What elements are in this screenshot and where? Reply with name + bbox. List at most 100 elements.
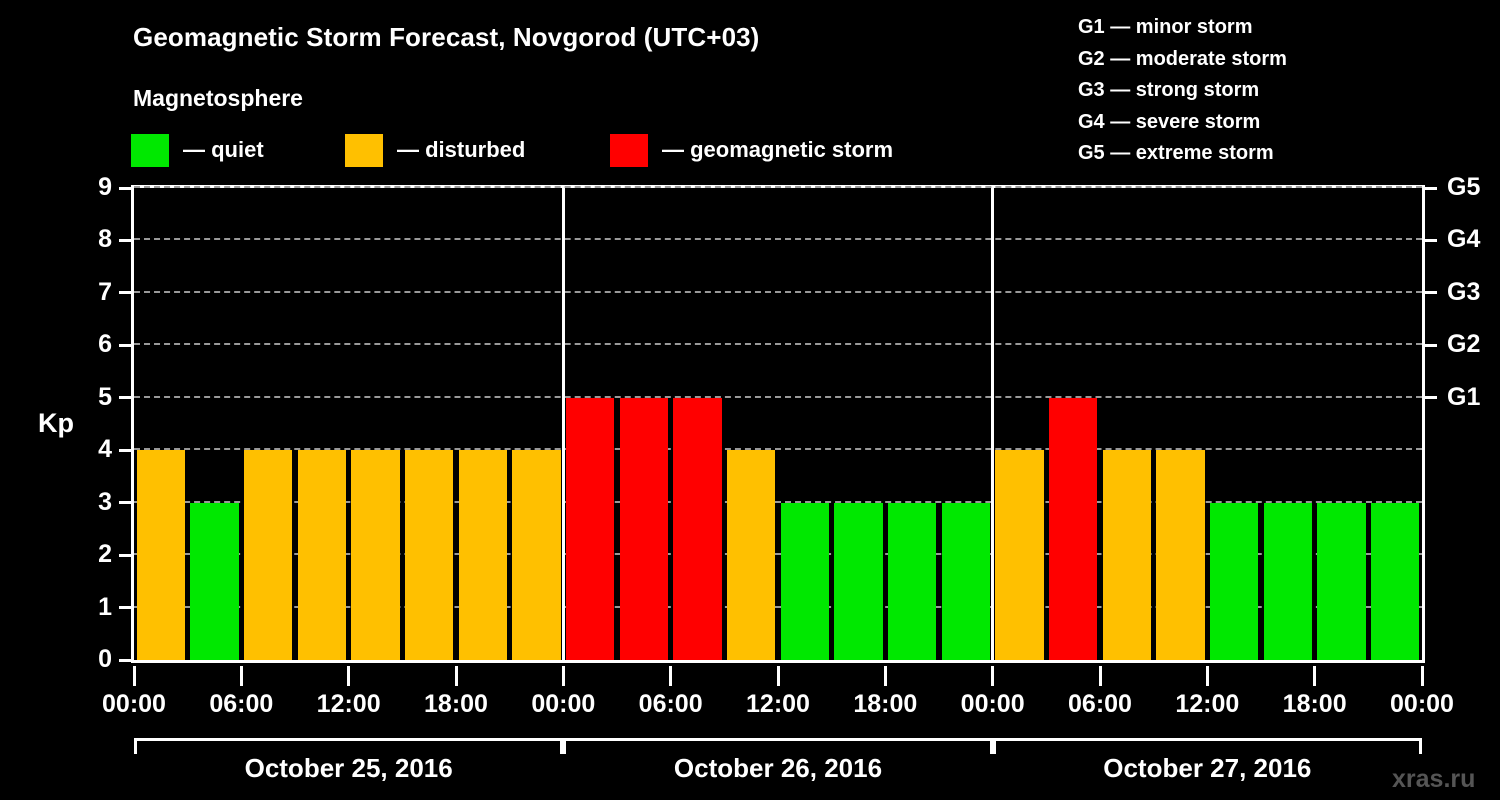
y-tick-mark [119,186,131,190]
plot-area [131,185,1425,663]
x-tick-mark [1313,666,1317,686]
x-tick-mark [239,666,243,686]
bar [1102,450,1152,660]
day-bracket [992,738,1422,754]
bar [995,450,1044,660]
bar [565,397,615,660]
legend-label: — geomagnetic storm [662,137,894,162]
gridline [134,290,1422,293]
gridline [134,553,1422,556]
y-tick-label: 7 [98,277,112,306]
bar [243,450,293,660]
x-tick-label: 06:00 [638,690,703,718]
y-tick-mark [119,238,131,242]
gscale-key: G1 — minor storm G2 — moderate storm G3 — … [1078,12,1287,170]
day-separator [991,188,995,660]
gridline [134,448,1422,451]
x-tick-mark [776,666,780,686]
legend-item-quiet: — quiet [131,131,264,169]
x-tick-label: 00:00 [102,690,166,718]
gridline [134,395,1422,398]
bar [619,397,669,660]
y-tick-mark [119,291,131,295]
y-tick-label: 2 [98,540,112,569]
x-tick-label: 12:00 [1175,690,1240,718]
g-tick-mark [1425,238,1437,242]
gridline [134,238,1422,241]
legend-swatch-quiet-icon [131,133,169,167]
y-tick-mark [119,658,131,662]
day-label: October 27, 2016 [1103,753,1312,783]
bar [1317,502,1366,660]
bar [1048,397,1098,660]
x-tick-mark [1205,666,1209,686]
x-tick-label: 00:00 [960,690,1025,718]
x-tick-mark [991,666,995,686]
legend-label: — quiet [183,137,264,162]
y-tick-label: 4 [98,435,112,464]
x-tick-mark [1098,666,1102,686]
legend-item-geomagnetic-storm: — geomagnetic storm [610,131,893,169]
y-tick-label: 3 [98,487,112,516]
x-tick-label: 06:00 [1068,690,1132,718]
bar [512,450,561,660]
y-tick-label: 9 [98,173,112,201]
gridline [134,186,1422,188]
gridline [134,605,1422,608]
bar [190,502,239,660]
legend-label: — disturbed [397,137,526,162]
bar [1370,502,1420,660]
y-tick-label: 5 [98,382,112,411]
bar [887,502,937,660]
y-axis-label: Kp [38,408,74,438]
y-tick-mark [119,396,131,400]
g-tick-mark [1425,396,1437,400]
x-tick-label: 18:00 [1282,690,1347,718]
x-tick-label: 00:00 [1390,690,1454,718]
bar [941,502,991,660]
y-tick-label: 6 [98,330,112,359]
g-tick-mark [1425,291,1437,295]
y-tick-mark [119,606,131,610]
y-tick-mark [119,553,131,557]
gscale-key-line: G4 — severe storm [1078,110,1261,133]
gridline [134,500,1422,503]
gscale-key-line: G2 — moderate storm [1078,47,1287,70]
x-tick-mark [669,666,673,686]
y-tick-mark [119,501,131,505]
x-tick-mark [1420,666,1424,686]
day-bracket [134,738,564,754]
y-tick-mark [119,448,131,452]
bar [834,502,883,660]
y-tick-label: 1 [98,592,112,621]
gscale-key-line: G5 — extreme storm [1078,142,1274,164]
gscale-key-line: G1 — minor storm [1078,16,1253,38]
bar [673,397,722,660]
g-tick-label: G4 [1447,225,1481,254]
x-tick-mark [561,666,565,686]
y-tick-label: 0 [98,645,112,673]
day-bracket [563,738,993,754]
bar [780,502,830,660]
g-tick-mark [1425,343,1437,347]
bar [1156,450,1205,660]
g-tick-label: G3 [1447,277,1481,306]
day-label: October 26, 2016 [673,753,883,783]
g-tick-label: G1 [1447,382,1481,411]
bar [136,450,186,660]
bar [404,450,454,660]
x-tick-mark [347,666,351,686]
x-tick-mark [132,666,136,686]
gridline [134,343,1422,346]
x-tick-label: 18:00 [853,690,918,718]
bar [726,450,776,660]
y-tick-label: 8 [98,225,112,254]
legend-item-disturbed: — disturbed [345,131,525,169]
x-tick-mark [883,666,887,686]
bar [351,450,400,660]
bar [297,450,347,660]
day-separator [561,188,565,660]
x-tick-label: 12:00 [746,690,810,718]
day-label: October 25, 2016 [244,753,453,783]
